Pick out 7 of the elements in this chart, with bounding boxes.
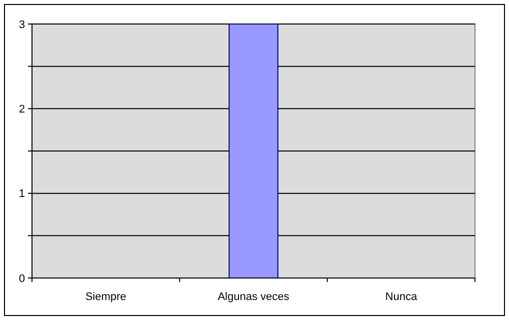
y-tick-label: 0 (18, 272, 25, 285)
x-tick-label: Siempre (85, 291, 126, 303)
y-tick-label: 3 (18, 18, 25, 31)
y-tick-label: 2 (18, 104, 25, 116)
x-tick-label: Algunas veces (218, 291, 290, 303)
y-tick-label: 1 (18, 188, 25, 200)
x-tick-label: Nunca (385, 291, 418, 303)
